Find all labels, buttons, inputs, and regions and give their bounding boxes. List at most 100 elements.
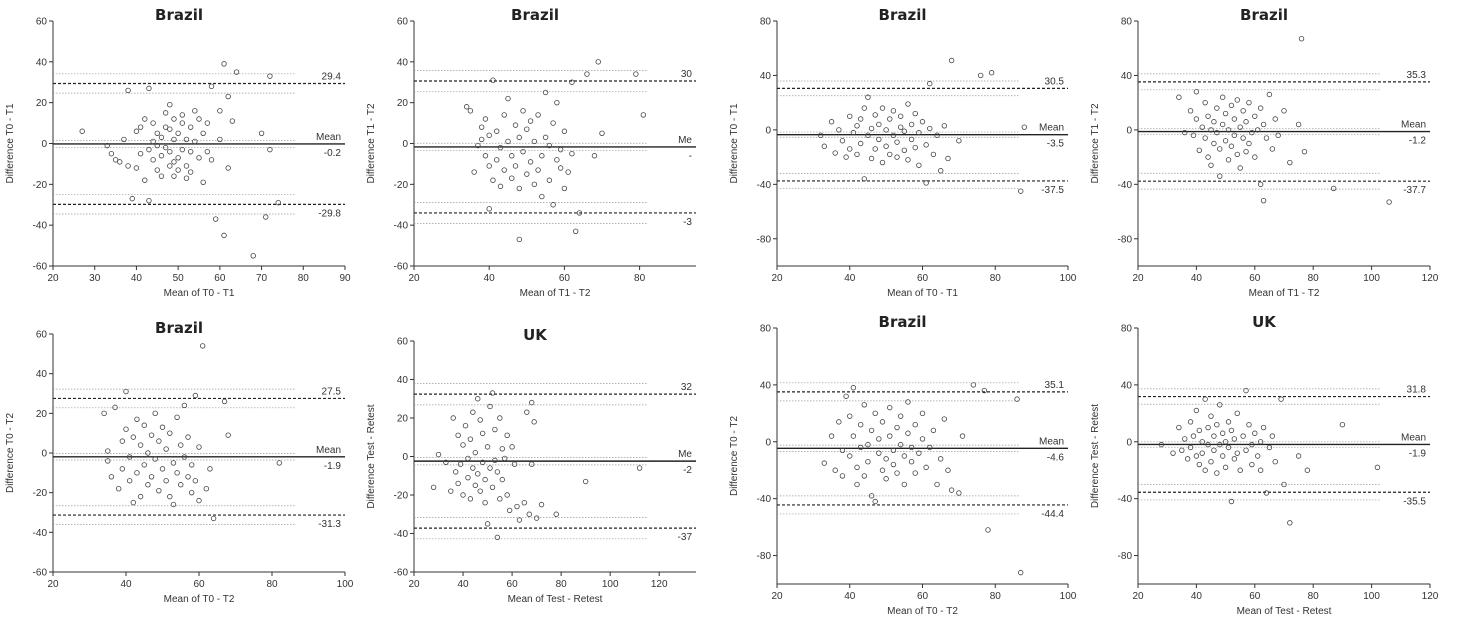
data-point (460, 442, 466, 448)
x-tick-label: 40 (120, 579, 132, 590)
data-point (861, 402, 867, 408)
data-point (861, 176, 867, 182)
data-point (450, 415, 456, 421)
y-axis-label: Difference T0 - T2 (729, 416, 740, 496)
data-point (188, 462, 195, 468)
data-point (475, 142, 481, 149)
data-point (486, 163, 492, 169)
data-point (203, 486, 209, 492)
chart-panel-4: Brazil -80 -40 0 40 80 20 40 60 80 100 120 Mean of T… (1090, 6, 1439, 299)
data-point (250, 253, 256, 259)
data-point (499, 446, 505, 452)
data-point (1219, 94, 1226, 100)
data-point (162, 110, 169, 116)
data-point (1272, 458, 1278, 465)
data-point (1225, 444, 1232, 451)
data-point (489, 484, 496, 490)
chart-title: Brazil (155, 6, 203, 24)
data-point (1202, 396, 1208, 402)
data-point (130, 434, 136, 440)
data-point (1249, 461, 1255, 468)
data-point (460, 492, 466, 498)
data-point (546, 177, 553, 183)
y-tick-label: 40 (397, 57, 409, 68)
data-point (1228, 427, 1235, 434)
data-point (126, 454, 133, 460)
data-point (978, 72, 984, 79)
data-point (872, 112, 878, 118)
data-point (79, 128, 85, 134)
data-point (487, 403, 493, 410)
data-point (1266, 91, 1273, 98)
data-point (934, 132, 940, 139)
chart-title: Brazil (879, 313, 927, 331)
data-point (927, 80, 933, 87)
x-tick-label: 60 (193, 579, 205, 590)
data-point (225, 165, 231, 171)
data-point (561, 128, 568, 134)
data-point (478, 124, 485, 130)
data-point (1252, 430, 1258, 436)
x-tick-label: 70 (256, 273, 268, 284)
data-point (1269, 433, 1276, 439)
data-point (941, 123, 948, 129)
data-point (115, 486, 122, 492)
y-tick-label: 20 (36, 409, 48, 420)
data-point (167, 126, 173, 132)
data-point (482, 153, 489, 159)
data-point (1225, 419, 1232, 425)
data-point (553, 511, 559, 517)
chart-panel-1: Brazil -60 -40 -20 0 20 40 60 20 30 40 50 60 70 80 90 Me… (5, 6, 351, 299)
data-point (217, 108, 223, 114)
data-point (554, 157, 560, 163)
data-point (152, 456, 158, 462)
data-point (640, 112, 647, 118)
data-point (839, 473, 846, 479)
data-point (125, 163, 131, 169)
data-point (847, 413, 853, 419)
data-point (117, 159, 123, 165)
data-point (839, 138, 846, 144)
data-point (919, 410, 926, 417)
data-point (501, 112, 507, 118)
data-point (1266, 444, 1273, 451)
data-point (890, 108, 897, 114)
data-point (1193, 407, 1200, 414)
x-tick-label: 60 (559, 273, 571, 284)
y-tick-label: 20 (397, 98, 409, 109)
data-point (1257, 439, 1264, 445)
data-point (154, 167, 160, 173)
data-point (883, 127, 889, 133)
x-axis-label: Mean of Test - Retest (508, 594, 603, 605)
data-point (633, 71, 639, 77)
data-point (501, 167, 507, 173)
lower-loa-label: -44.4 (1041, 509, 1064, 520)
x-axis-label: Mean of Test - Retest (1237, 606, 1332, 617)
data-point (1021, 124, 1028, 130)
data-point (472, 482, 479, 489)
data-point (163, 478, 169, 484)
data-point (183, 136, 190, 143)
y-tick-label: -40 (33, 528, 48, 539)
data-point (1176, 94, 1182, 100)
y-tick-label: -20 (33, 180, 48, 191)
data-point (1243, 447, 1249, 454)
data-point (970, 382, 977, 388)
x-tick-label: 30 (89, 273, 101, 284)
chart-title: Brazil (511, 6, 559, 24)
data-point (150, 138, 156, 145)
data-point (854, 464, 860, 471)
data-point (533, 515, 540, 521)
data-point (879, 467, 886, 473)
data-point (477, 488, 483, 494)
data-point (836, 419, 842, 425)
data-point (854, 123, 860, 129)
data-point (857, 422, 864, 428)
data-point (156, 487, 162, 494)
data-point (1240, 108, 1246, 114)
data-point (192, 108, 198, 114)
data-point (1330, 185, 1337, 192)
data-point (901, 128, 908, 134)
data-point (137, 151, 144, 157)
